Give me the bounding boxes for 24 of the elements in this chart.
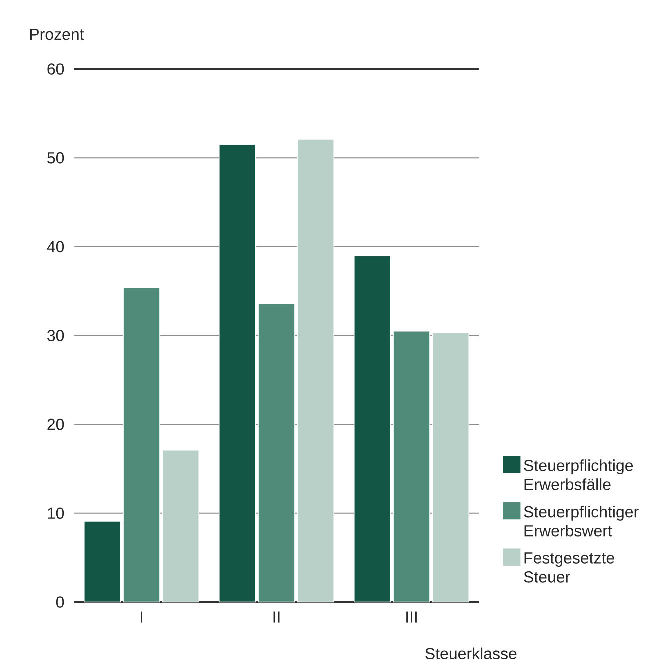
y-tick-label: 20 — [48, 418, 64, 430]
x-axis-title: Steuerklasse — [426, 648, 517, 660]
y-tick-label: 40 — [47, 241, 64, 253]
y-tick-label: 30 — [48, 330, 64, 342]
bar — [123, 287, 160, 603]
bar — [354, 255, 392, 603]
x-tick-label: II — [274, 612, 280, 623]
legend-label: Festgesetzte Steuer — [524, 552, 614, 583]
y-tick-label: 50 — [48, 152, 64, 164]
legend-label: Steuerpflichtige Erwerbsfälle — [524, 460, 634, 490]
y-tick-label: 0 — [56, 596, 64, 608]
bar — [162, 450, 200, 603]
x-tick-label: III — [406, 612, 417, 623]
y-tick-label: 10 — [48, 508, 64, 520]
bar — [218, 144, 256, 603]
bar — [258, 303, 296, 603]
x-tick-label: I — [141, 612, 142, 623]
bar — [84, 521, 122, 603]
legend-label: Steuerpflichtiger Erwerbswert — [524, 506, 639, 537]
bar — [393, 330, 430, 603]
bar — [432, 332, 470, 603]
y-tick-label: 60 — [48, 64, 64, 75]
bar — [297, 139, 335, 603]
y-axis-title: Prozent — [30, 29, 84, 40]
